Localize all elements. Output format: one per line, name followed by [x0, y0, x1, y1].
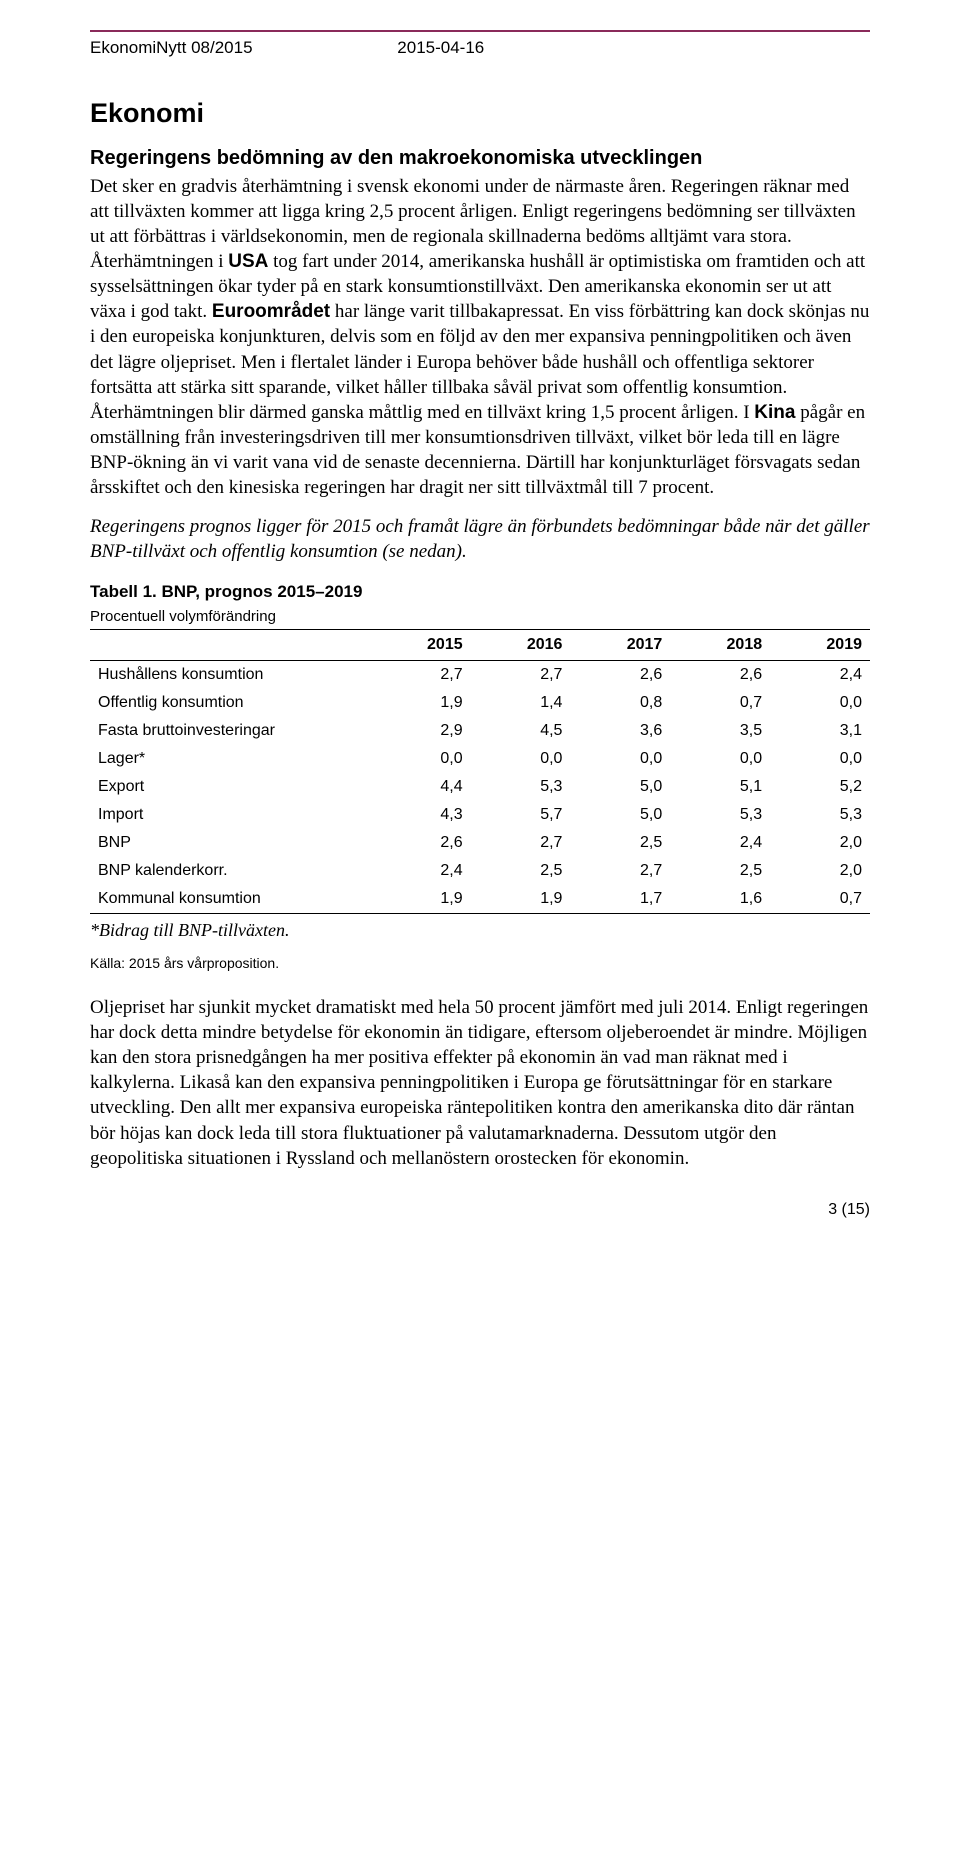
- cell-value: 1,9: [471, 885, 571, 914]
- header-date: 2015-04-16: [397, 38, 484, 58]
- bold-kina: Kina: [754, 402, 795, 423]
- table-row: Hushållens konsumtion2,72,72,62,62,4: [90, 661, 870, 690]
- table-col-2019: 2019: [770, 630, 870, 661]
- bold-euro: Euroområdet: [212, 301, 330, 322]
- cell-value: 0,0: [770, 745, 870, 773]
- cell-value: 3,5: [670, 717, 770, 745]
- table-row: Import4,35,75,05,35,3: [90, 801, 870, 829]
- cell-value: 2,0: [770, 829, 870, 857]
- cell-value: 0,0: [570, 745, 670, 773]
- cell-value: 2,4: [670, 829, 770, 857]
- table-row: Lager*0,00,00,00,00,0: [90, 745, 870, 773]
- table-row: Kommunal konsumtion1,91,91,71,60,7: [90, 885, 870, 914]
- row-label: Export: [90, 773, 371, 801]
- cell-value: 2,7: [371, 661, 471, 690]
- cell-value: 5,3: [471, 773, 571, 801]
- cell-value: 1,6: [670, 885, 770, 914]
- row-label: Lager*: [90, 745, 371, 773]
- cell-value: 5,7: [471, 801, 571, 829]
- cell-value: 2,6: [570, 661, 670, 690]
- header-issue: EkonomiNytt 08/2015: [90, 38, 253, 58]
- table-subtitle: Procentuell volymförändring: [90, 608, 870, 625]
- table-row: BNP kalenderkorr.2,42,52,72,52,0: [90, 857, 870, 885]
- bnp-table: 2015 2016 2017 2018 2019 Hushållens kons…: [90, 629, 870, 914]
- table-source: Källa: 2015 års vårproposition.: [90, 955, 870, 971]
- table-row: Offentlig konsumtion1,91,40,80,70,0: [90, 689, 870, 717]
- cell-value: 5,0: [570, 801, 670, 829]
- table-row: Fasta bruttoinvesteringar2,94,53,63,53,1: [90, 717, 870, 745]
- table-col-2016: 2016: [471, 630, 571, 661]
- table-col-2017: 2017: [570, 630, 670, 661]
- cell-value: 0,7: [770, 885, 870, 914]
- cell-value: 0,0: [371, 745, 471, 773]
- table-footnote: *Bidrag till BNP-tillväxten.: [90, 920, 870, 941]
- cell-value: 2,0: [770, 857, 870, 885]
- cell-value: 3,6: [570, 717, 670, 745]
- cell-value: 1,9: [371, 885, 471, 914]
- cell-value: 2,4: [371, 857, 471, 885]
- table-row: BNP2,62,72,52,42,0: [90, 829, 870, 857]
- row-label: BNP kalenderkorr.: [90, 857, 371, 885]
- cell-value: 2,5: [471, 857, 571, 885]
- cell-value: 1,9: [371, 689, 471, 717]
- cell-value: 5,2: [770, 773, 870, 801]
- cell-value: 2,5: [570, 829, 670, 857]
- row-label: Offentlig konsumtion: [90, 689, 371, 717]
- section-title: Ekonomi: [90, 98, 870, 129]
- italic-paragraph: Regeringens prognos ligger för 2015 och …: [90, 514, 870, 564]
- row-label: BNP: [90, 829, 371, 857]
- cell-value: 0,0: [471, 745, 571, 773]
- cell-value: 1,4: [471, 689, 571, 717]
- table-row: Export4,45,35,05,15,2: [90, 773, 870, 801]
- row-label: Fasta bruttoinvesteringar: [90, 717, 371, 745]
- document-header: EkonomiNytt 08/2015 2015-04-16: [90, 38, 870, 58]
- table-body: Hushållens konsumtion2,72,72,62,62,4Offe…: [90, 661, 870, 914]
- row-label: Hushållens konsumtion: [90, 661, 371, 690]
- cell-value: 2,7: [471, 661, 571, 690]
- cell-value: 5,3: [770, 801, 870, 829]
- subheading: Regeringens bedömning av den makroekonom…: [90, 147, 870, 170]
- cell-value: 1,7: [570, 885, 670, 914]
- cell-value: 5,3: [670, 801, 770, 829]
- bold-usa: USA: [228, 251, 268, 272]
- cell-value: 5,0: [570, 773, 670, 801]
- body-paragraph-1: Det sker en gradvis återhämtning i svens…: [90, 174, 870, 500]
- cell-value: 0,8: [570, 689, 670, 717]
- cell-value: 0,0: [670, 745, 770, 773]
- cell-value: 4,3: [371, 801, 471, 829]
- cell-value: 3,1: [770, 717, 870, 745]
- table-header-row: 2015 2016 2017 2018 2019: [90, 630, 870, 661]
- top-rule: [90, 30, 870, 32]
- body-paragraph-last: Oljepriset har sjunkit mycket dramatiskt…: [90, 995, 870, 1171]
- cell-value: 2,6: [670, 661, 770, 690]
- cell-value: 0,0: [770, 689, 870, 717]
- row-label: Import: [90, 801, 371, 829]
- table-col-2015: 2015: [371, 630, 471, 661]
- table-col-2018: 2018: [670, 630, 770, 661]
- cell-value: 2,9: [371, 717, 471, 745]
- cell-value: 2,4: [770, 661, 870, 690]
- row-label: Kommunal konsumtion: [90, 885, 371, 914]
- cell-value: 2,6: [371, 829, 471, 857]
- cell-value: 2,7: [471, 829, 571, 857]
- cell-value: 4,5: [471, 717, 571, 745]
- page-number: 3 (15): [90, 1201, 870, 1219]
- table-title: Tabell 1. BNP, prognos 2015–2019: [90, 582, 870, 602]
- cell-value: 0,7: [670, 689, 770, 717]
- cell-value: 2,7: [570, 857, 670, 885]
- cell-value: 2,5: [670, 857, 770, 885]
- cell-value: 4,4: [371, 773, 471, 801]
- table-header-blank: [90, 630, 371, 661]
- document-page: EkonomiNytt 08/2015 2015-04-16 Ekonomi R…: [0, 0, 960, 1249]
- cell-value: 5,1: [670, 773, 770, 801]
